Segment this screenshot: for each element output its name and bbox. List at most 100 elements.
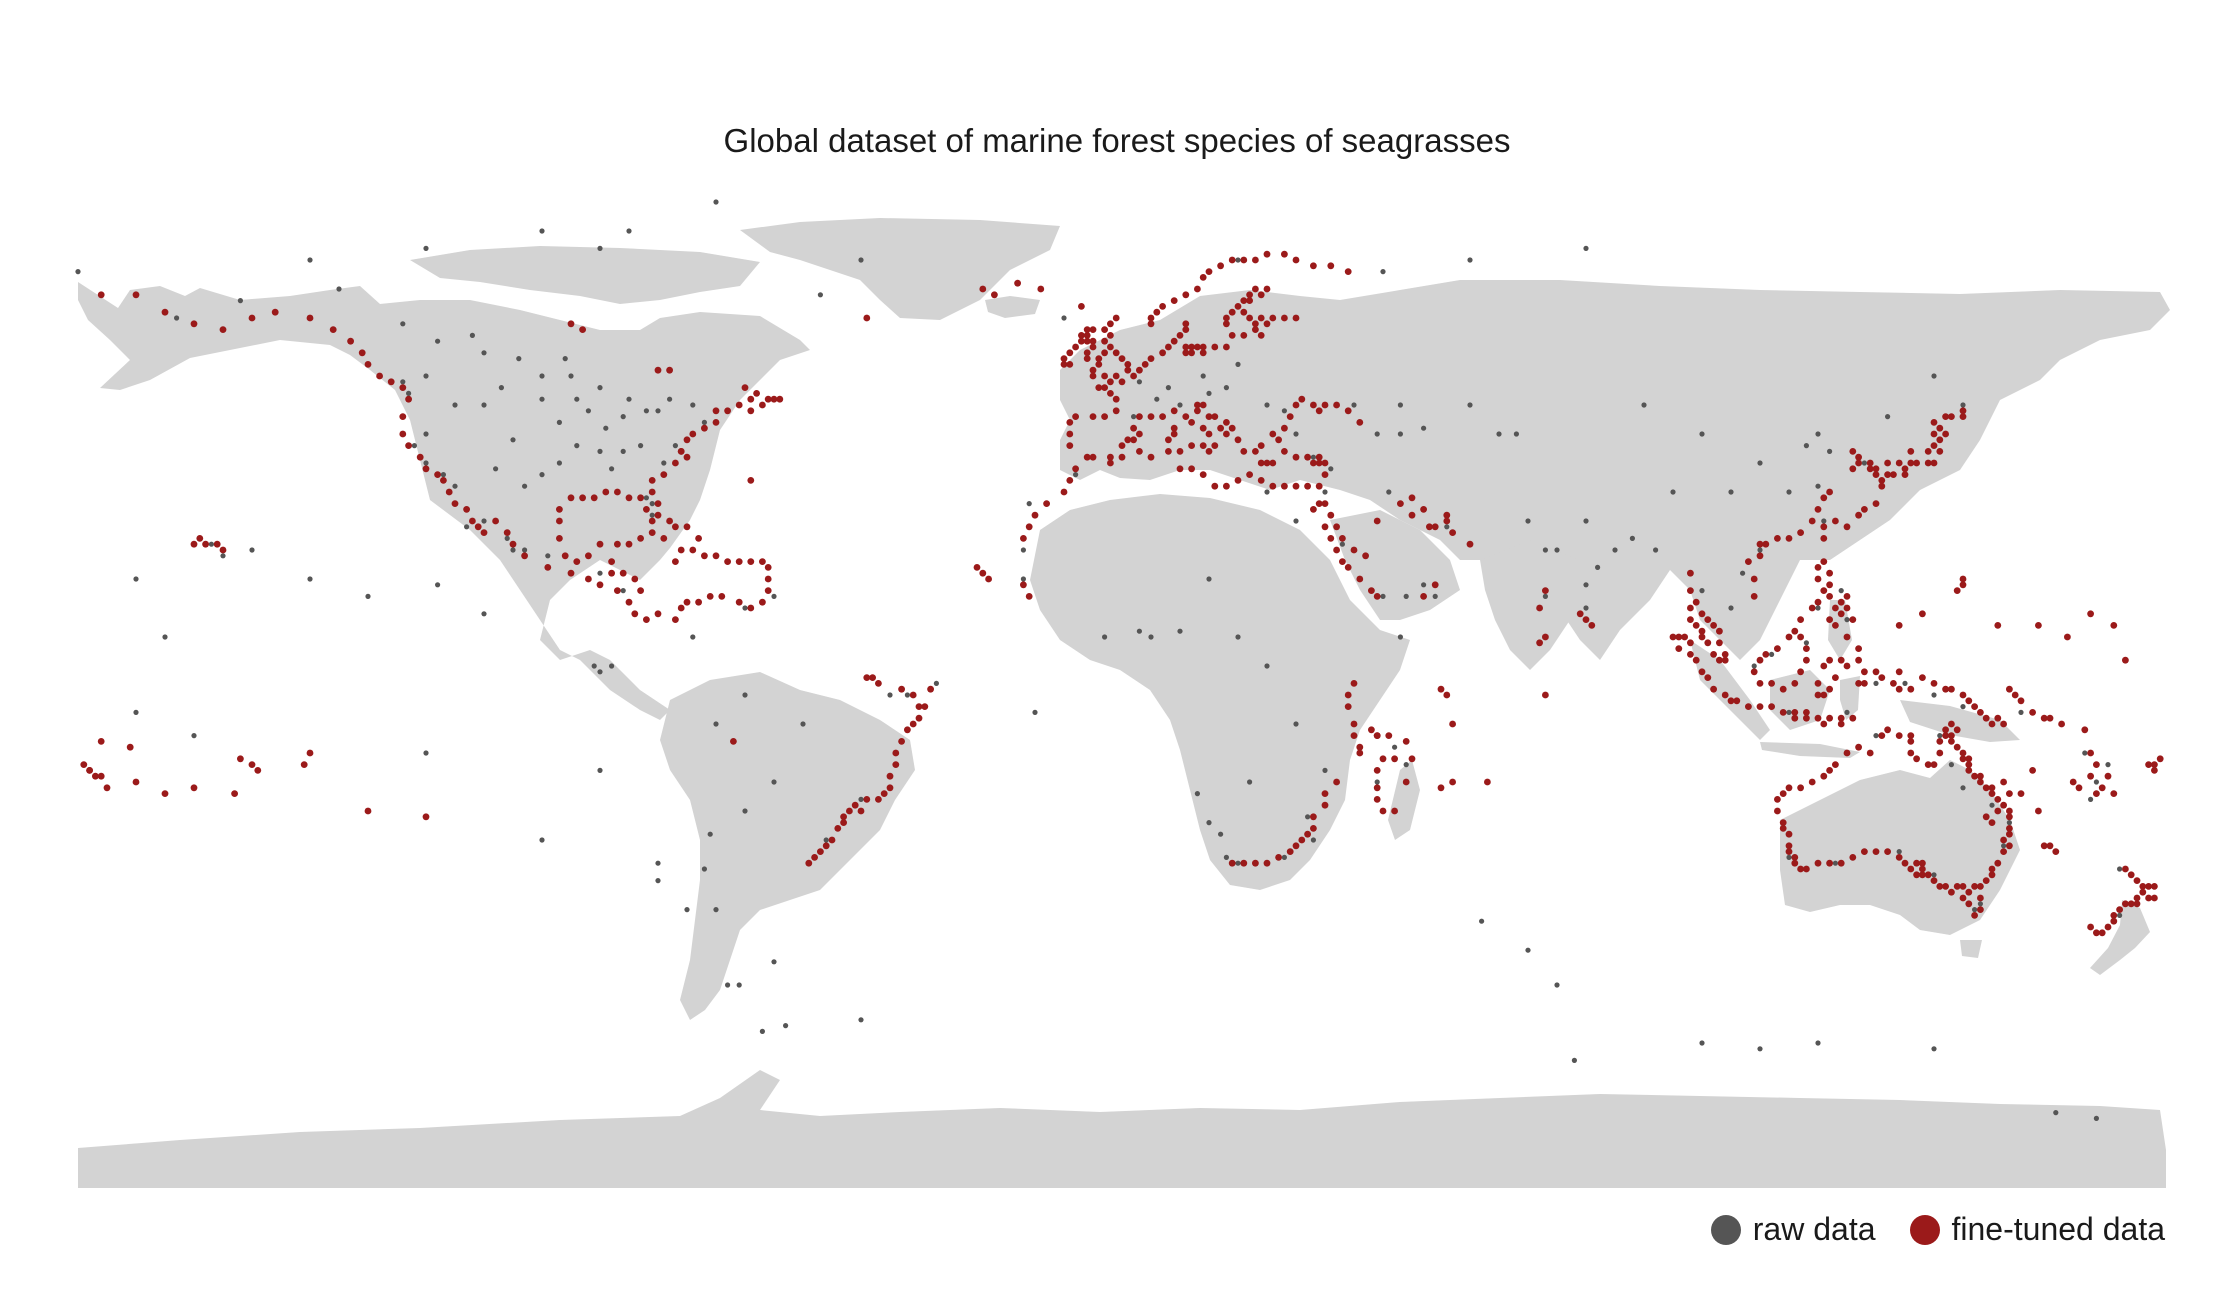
fine-tuned-data-point (1872, 500, 1880, 507)
fine-tuned-data-point (1356, 743, 1364, 751)
south-america-landmass (660, 672, 915, 1020)
raw-data-point (2093, 779, 2099, 785)
fine-tuned-data-point (1310, 262, 1317, 270)
fine-tuned-data-point (1188, 465, 1195, 473)
raw-data-point (655, 860, 661, 866)
fine-tuned-data-point (1101, 372, 1108, 380)
fine-tuned-data-point (1066, 419, 1074, 426)
fine-tuned-data-point (1339, 558, 1346, 565)
fine-tuned-data-point (1327, 511, 1335, 519)
fine-tuned-data-point (1321, 801, 1329, 809)
fine-tuned-data-point (1356, 575, 1364, 583)
fine-tuned-data-point (2006, 813, 2013, 821)
fine-tuned-data-point (1814, 506, 1822, 513)
fine-tuned-data-point (1779, 819, 1787, 826)
fine-tuned-data-point (1704, 616, 1712, 623)
raw-data-point (1931, 1046, 1937, 1052)
fine-tuned-data-point (1849, 616, 1857, 623)
fine-tuned-data-point (1275, 436, 1282, 444)
raw-data-point (435, 582, 441, 588)
fine-tuned-data-point (2145, 894, 2153, 902)
fine-tuned-data-point (1837, 720, 1845, 728)
raw-data-point (1374, 431, 1380, 437)
fine-tuned-data-point (921, 703, 929, 710)
fine-tuned-data-point (1066, 361, 1074, 368)
fine-tuned-data-point (1982, 877, 1990, 884)
fine-tuned-data-point (358, 349, 366, 357)
raw-data-point (423, 245, 429, 251)
raw-data-point (1583, 605, 1589, 611)
raw-data-point (1972, 907, 1978, 913)
fine-tuned-data-point (1379, 755, 1387, 763)
fine-tuned-data-point (1843, 604, 1851, 612)
fine-tuned-data-point (759, 598, 766, 606)
fine-tuned-data-point (1988, 865, 1996, 873)
fine-tuned-data-point (1391, 807, 1398, 815)
fine-tuned-data-point (1397, 500, 1404, 507)
raw-data-point (1467, 257, 1473, 263)
fine-tuned-data-point (1959, 413, 1967, 420)
raw-data-point (1554, 547, 1560, 553)
fine-tuned-data-point (1849, 448, 1857, 455)
legend-swatch-fine-tuned (1909, 1214, 1940, 1245)
fine-tuned-data-point (1205, 268, 1213, 275)
fine-tuned-data-point (2035, 622, 2042, 629)
raw-data-point (1136, 379, 1142, 385)
fine-tuned-data-point (625, 494, 633, 502)
raw-data-point (133, 576, 139, 582)
raw-data-point (522, 483, 528, 489)
fine-tuned-data-point (1942, 883, 1949, 890)
fine-tuned-data-point (1837, 714, 1845, 722)
fine-tuned-data-point (1855, 656, 1862, 664)
fine-tuned-data-point (1408, 494, 1416, 502)
fine-tuned-data-point (1391, 755, 1398, 763)
raw-data-point (713, 907, 719, 913)
fine-tuned-data-point (1837, 610, 1845, 618)
fine-tuned-data-point (1089, 453, 1097, 461)
fine-tuned-data-point (1930, 459, 1938, 467)
fine-tuned-data-point (1165, 343, 1172, 351)
fine-tuned-data-point (1820, 720, 1828, 728)
fine-tuned-data-point (2093, 929, 2100, 937)
fine-tuned-data-point (1043, 500, 1050, 507)
fine-tuned-data-point (1982, 714, 1990, 722)
raw-data-point (2088, 796, 2094, 803)
fine-tuned-data-point (1078, 303, 1085, 310)
fine-tuned-data-point (677, 604, 685, 612)
raw-data-point (307, 576, 313, 582)
raw-data-point (562, 356, 568, 362)
fine-tuned-data-point (1408, 755, 1416, 763)
fine-tuned-data-point (1333, 778, 1340, 786)
raw-data-point (817, 292, 824, 298)
raw-data-point (568, 373, 574, 379)
fine-tuned-data-point (1095, 355, 1103, 362)
fine-tuned-data-point (1304, 453, 1311, 461)
raw-data-point (649, 512, 655, 518)
raw-data-point (649, 501, 655, 507)
raw-data-point (603, 425, 609, 431)
fine-tuned-data-point (1832, 604, 1839, 612)
raw-data-point (1595, 564, 1601, 571)
fine-tuned-data-point (1373, 593, 1381, 600)
fine-tuned-data-point (1379, 807, 1387, 815)
fine-tuned-data-point (2110, 917, 2118, 925)
fine-tuned-data-point (1182, 320, 1190, 328)
raw-data-point (620, 448, 626, 454)
fine-tuned-data-point (1385, 732, 1393, 739)
fine-tuned-data-point (92, 772, 99, 780)
fine-tuned-data-point (1240, 297, 1248, 304)
fine-tuned-data-point (1779, 709, 1787, 716)
fine-tuned-data-point (747, 558, 755, 565)
raw-data-point (1844, 617, 1850, 623)
fine-tuned-data-point (1698, 633, 1706, 641)
fine-tuned-data-point (1971, 703, 1978, 710)
fine-tuned-data-point (2046, 842, 2054, 850)
fine-tuned-data-point (2006, 825, 2013, 832)
fine-tuned-data-point (2122, 900, 2129, 908)
fine-tuned-data-point (503, 529, 511, 536)
raw-data-point (539, 837, 545, 843)
fine-tuned-data-point (1785, 848, 1793, 855)
fine-tuned-data-point (1321, 500, 1329, 507)
fine-tuned-data-point (1791, 680, 1799, 687)
